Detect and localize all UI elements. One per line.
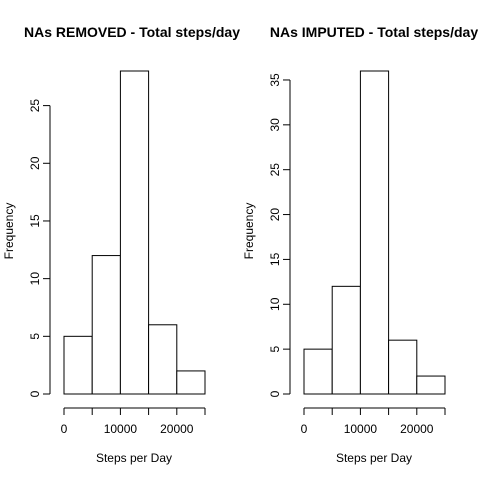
y-tick-label: 20 xyxy=(28,156,42,170)
histogram-bar xyxy=(63,335,93,395)
histogram-bar xyxy=(359,70,390,395)
y-tick-label: 0 xyxy=(28,390,42,397)
x-axis-label: Steps per Day xyxy=(336,451,412,465)
histogram-bar xyxy=(176,370,206,395)
y-tick-label: 30 xyxy=(268,118,282,132)
x-tick-label: 0 xyxy=(301,422,308,436)
histogram-bar xyxy=(91,255,121,395)
x-tick-label: 20000 xyxy=(400,422,434,436)
histogram-bar xyxy=(303,348,333,395)
chart-title: NAs REMOVED - Total steps/day xyxy=(24,24,240,40)
x-tick-label: 10000 xyxy=(104,422,138,436)
x-axis-label: Steps per Day xyxy=(96,451,172,465)
x-tick-label: 10000 xyxy=(344,422,378,436)
y-tick-label: 10 xyxy=(28,272,42,286)
y-tick-label: 5 xyxy=(268,345,282,352)
y-tick-label: 35 xyxy=(268,73,282,87)
histogram-bar xyxy=(331,285,361,395)
y-tick-label: 15 xyxy=(268,252,282,266)
y-tick-label: 15 xyxy=(28,214,42,228)
y-tick-label: 5 xyxy=(28,333,42,340)
y-tick-label: 25 xyxy=(28,99,42,113)
y-tick-label: 25 xyxy=(268,163,282,177)
histogram-bar xyxy=(119,70,150,395)
y-axis-label: Frequency xyxy=(2,203,16,260)
y-tick-label: 0 xyxy=(268,390,282,397)
y-tick-label: 20 xyxy=(268,208,282,222)
y-axis-label: Frequency xyxy=(242,203,256,260)
histogram-bar xyxy=(416,375,446,395)
histogram-nas-imputed: NAs IMPUTED - Total steps/day Steps per … xyxy=(242,24,478,465)
y-tick-label: 10 xyxy=(268,297,282,311)
histogram-bar xyxy=(148,324,178,395)
x-tick-label: 0 xyxy=(61,422,68,436)
x-tick-label: 20000 xyxy=(160,422,194,436)
chart-title: NAs IMPUTED - Total steps/day xyxy=(270,24,478,40)
histogram-nas-removed: NAs REMOVED - Total steps/day Steps per … xyxy=(2,24,240,465)
histogram-bar xyxy=(388,339,418,395)
